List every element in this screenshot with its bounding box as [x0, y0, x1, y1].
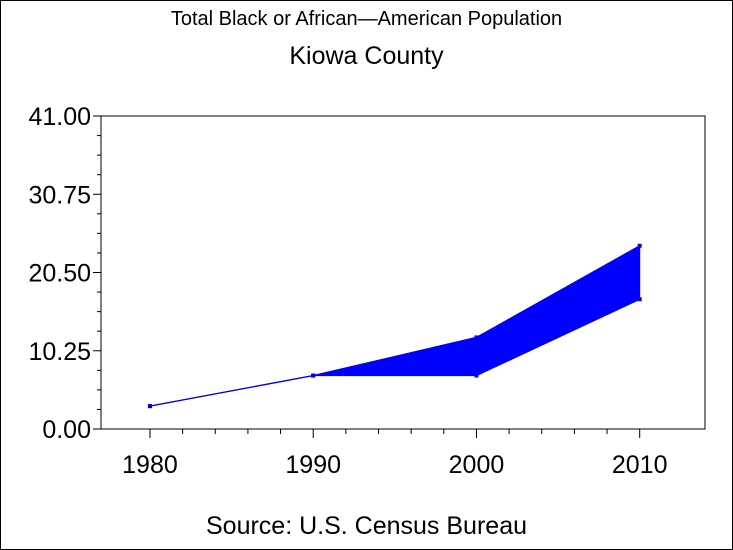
data-point-marker	[474, 335, 479, 340]
data-point-marker	[637, 297, 642, 302]
y-tick-label: 30.75	[28, 181, 91, 209]
y-tick-label: 41.00	[28, 103, 91, 131]
data-point-marker	[637, 243, 642, 248]
x-tick-label: 2000	[449, 451, 505, 479]
plot-layer: 0.00 10.25 20.50 30.75 41.00 1980 1990 2000 2010	[28, 103, 706, 479]
series-line-2	[149, 298, 640, 407]
chart-title: Total Black or African—American Populati…	[170, 8, 563, 30]
data-point-marker	[311, 373, 316, 378]
chart-footnote: Source: U.S. Census Bureau	[206, 512, 527, 540]
range-band-area	[149, 244, 641, 407]
x-tick-label: 1980	[122, 451, 178, 479]
x-tick-label: 2010	[612, 451, 668, 479]
data-point-marker	[474, 373, 479, 378]
y-tick-label: 10.25	[28, 338, 91, 366]
data-point-marker	[147, 404, 152, 409]
y-tick-label: 20.50	[28, 260, 91, 288]
x-tick-label: 1990	[285, 451, 341, 479]
y-tick-label: 0.00	[42, 416, 91, 444]
chart-subtitle: Kiowa County	[289, 42, 444, 70]
